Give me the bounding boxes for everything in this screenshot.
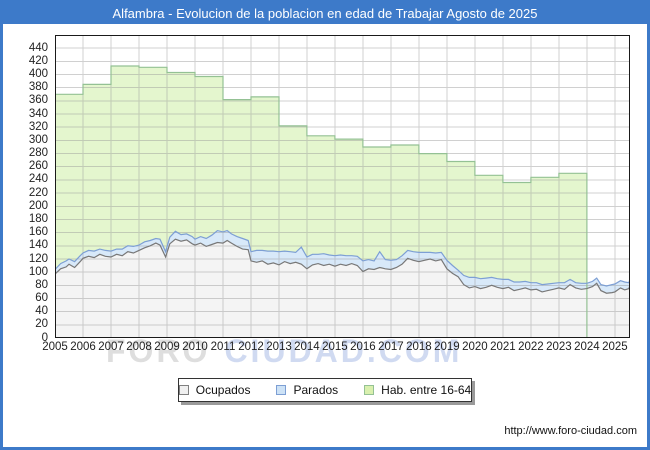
- x-tick-label: 2016: [350, 341, 376, 353]
- legend-label-ocupados: Ocupados: [195, 383, 251, 397]
- watermark: FORO CIUDAD.COM: [106, 333, 462, 370]
- watermark-foro: FORO: [106, 333, 211, 369]
- y-tick-label: 60: [35, 292, 48, 304]
- plot-area: [55, 35, 630, 338]
- chart-title: Alfambra - Evolucion de la poblacion en …: [3, 3, 647, 24]
- x-tick-label: 2010: [182, 341, 208, 353]
- x-tick-label: 2019: [434, 341, 460, 353]
- x-tick-label: 2008: [126, 341, 152, 353]
- y-tick-label: 320: [28, 120, 48, 133]
- legend-swatch-ocupados: [178, 385, 189, 395]
- x-tick-label: 2014: [294, 341, 320, 353]
- legend-item-parados: Parados: [276, 383, 338, 397]
- y-tick-label: 380: [28, 81, 48, 94]
- y-tick-label: 40: [35, 305, 48, 318]
- x-tick-label: 2006: [70, 341, 96, 353]
- y-tick-label: 0: [41, 331, 48, 344]
- y-tick-label: 240: [28, 173, 48, 186]
- x-tick-label: 2015: [322, 341, 348, 353]
- y-tick-label: 160: [28, 226, 48, 239]
- y-tick-label: 420: [28, 54, 48, 67]
- legend-swatch-parados: [276, 385, 287, 395]
- y-tick-label: 200: [28, 199, 48, 212]
- legend-item-ocupados: Ocupados: [178, 383, 251, 397]
- y-tick-label: 300: [28, 133, 48, 146]
- x-tick-label: 2023: [546, 341, 572, 353]
- y-tick-label: 20: [35, 318, 48, 331]
- watermark-ciudad: CIUDAD.COM: [224, 333, 463, 369]
- legend-item-hab-16-64: Hab. entre 16-64: [364, 383, 471, 397]
- legend-label-hab-16-64: Hab. entre 16-64: [381, 383, 472, 397]
- x-tick-label: 2020: [462, 341, 488, 353]
- x-tick-label: 2012: [238, 341, 264, 353]
- y-tick-label: 440: [28, 41, 48, 54]
- x-tick-label: 2024: [574, 341, 600, 353]
- x-tick-label: 2007: [98, 341, 124, 353]
- legend-swatch-hab-16-64: [364, 385, 375, 395]
- legend-label-parados: Parados: [293, 383, 339, 397]
- y-tick-label: 340: [28, 107, 48, 120]
- y-tick-label: 140: [28, 239, 48, 252]
- y-tick-label: 400: [28, 68, 48, 80]
- y-tick-label: 120: [28, 252, 48, 265]
- x-tick-label: 2013: [266, 341, 292, 353]
- y-tick-label: 100: [28, 265, 48, 278]
- hab-16-64-line: [55, 65, 588, 338]
- x-tick-label: 2017: [378, 341, 404, 353]
- y-tick-label: 360: [28, 94, 48, 107]
- x-tick-label: 2011: [210, 341, 236, 353]
- plot-border: [55, 35, 630, 338]
- x-tick-label: 2025: [602, 341, 628, 353]
- y-tick-label: 260: [28, 160, 48, 173]
- x-tick-label: 2009: [154, 341, 180, 353]
- y-tick-label: 80: [35, 278, 48, 291]
- parados-line: [55, 229, 630, 287]
- x-tick-label: 2022: [518, 341, 544, 353]
- legend: Ocupados Parados Hab. entre 16-64: [178, 378, 472, 402]
- ocupados-line: [55, 238, 630, 294]
- y-tick-label: 180: [28, 212, 48, 225]
- y-tick-label: 280: [28, 147, 48, 160]
- footer-url: http://www.foro-ciudad.com: [504, 425, 637, 437]
- x-tick-label: 2018: [406, 341, 432, 353]
- y-tick-label: 220: [28, 186, 48, 199]
- x-tick-label: 2005: [42, 341, 68, 353]
- ocupados-area: [55, 239, 630, 338]
- x-tick-label: 2021: [490, 341, 516, 353]
